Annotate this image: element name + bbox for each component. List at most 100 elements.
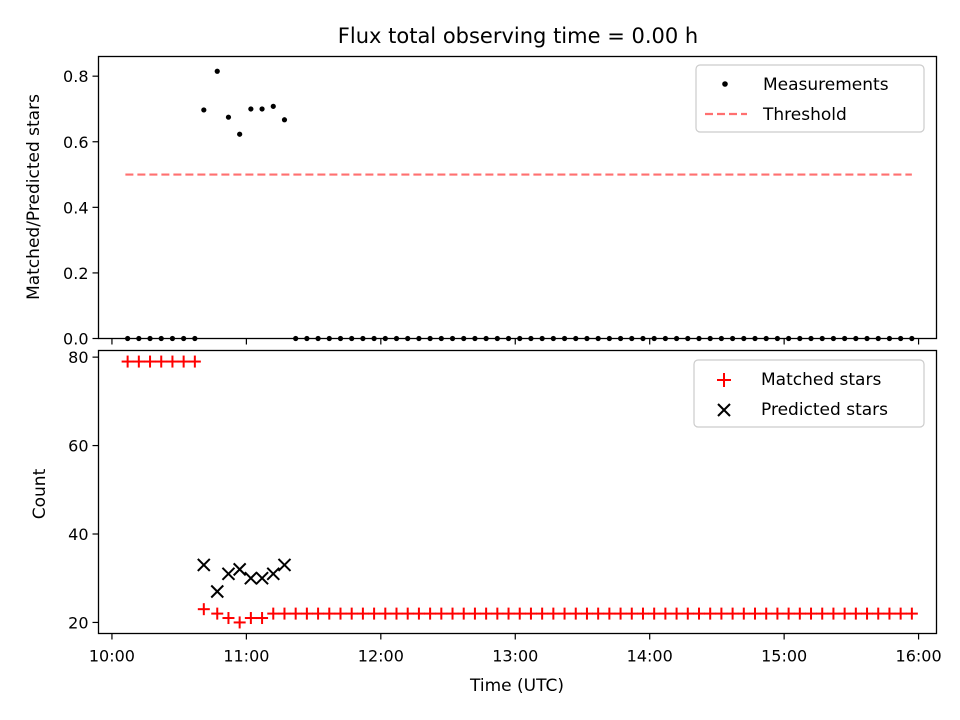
matched-star-point bbox=[636, 607, 649, 620]
top-y-tick-label: 0.2 bbox=[63, 264, 88, 283]
x-axis-label: Time (UTC) bbox=[469, 676, 564, 696]
predicted-star-point bbox=[197, 558, 211, 572]
matched-star-point bbox=[424, 607, 437, 620]
matched-star-point bbox=[323, 607, 336, 620]
top-y-tick-label: 0.0 bbox=[63, 330, 88, 349]
matched-star-point bbox=[256, 612, 269, 625]
bottom-y-tick-label: 20 bbox=[68, 613, 88, 632]
matched-star-point bbox=[838, 607, 851, 620]
matched-star-point bbox=[648, 607, 661, 620]
matched-star-point bbox=[816, 607, 829, 620]
top-legend: Measurements Threshold bbox=[695, 64, 925, 133]
top-x-axis-ticks bbox=[111, 338, 920, 345]
legend-predicted-label: Predicted stars bbox=[761, 400, 888, 420]
matched-star-point bbox=[356, 607, 369, 620]
legend-matched-label: Matched stars bbox=[761, 370, 881, 390]
legend-measurements-label: Measurements bbox=[763, 75, 889, 95]
matched-star-point bbox=[592, 607, 605, 620]
measurement-point bbox=[237, 131, 243, 137]
measurement-point bbox=[270, 103, 276, 109]
top-legend-box bbox=[695, 64, 925, 133]
matched-star-point bbox=[603, 607, 616, 620]
matched-star-point bbox=[704, 607, 717, 620]
matched-star-point bbox=[222, 612, 235, 625]
top-y-tick-label: 0.6 bbox=[63, 133, 88, 152]
matched-star-point bbox=[894, 607, 907, 620]
matched-star-point bbox=[390, 607, 403, 620]
matched-star-point bbox=[289, 607, 302, 620]
x-tick-label: 15:00 bbox=[761, 647, 807, 666]
measurement-point bbox=[259, 106, 265, 112]
matched-star-point bbox=[132, 355, 145, 368]
matched-star-point bbox=[580, 607, 593, 620]
top-panel: 0.00.20.40.60.8 Matched/Predicted stars … bbox=[24, 55, 938, 349]
bottom-panel-frame bbox=[97, 349, 938, 635]
bottom-plot-area bbox=[121, 355, 918, 629]
predicted-star-point bbox=[277, 558, 292, 572]
matched-star-point bbox=[681, 607, 694, 620]
matched-star-point bbox=[166, 355, 179, 368]
x-tick-label: 10:00 bbox=[89, 647, 135, 666]
matched-star-point bbox=[457, 607, 470, 620]
matched-star-point bbox=[614, 607, 627, 620]
matched-star-point bbox=[468, 607, 481, 620]
matched-star-point bbox=[872, 607, 885, 620]
matched-star-point bbox=[412, 607, 425, 620]
legend-predicted-marker bbox=[717, 403, 731, 417]
matched-star-point bbox=[267, 607, 280, 620]
predicted-star-point bbox=[232, 562, 247, 577]
matched-star-point bbox=[558, 607, 571, 620]
chart-title: Flux total observing time = 0.00 h bbox=[338, 24, 698, 48]
matched-star-point bbox=[177, 355, 190, 368]
matched-star-point bbox=[155, 355, 168, 368]
matched-star-point bbox=[536, 607, 549, 620]
x-tick-label: 16:00 bbox=[896, 647, 942, 666]
matched-star-point bbox=[197, 603, 210, 616]
matched-star-point bbox=[805, 607, 818, 620]
matched-star-point bbox=[345, 607, 358, 620]
matched-star-point bbox=[300, 607, 313, 620]
matched-star-point bbox=[513, 607, 526, 620]
matched-star-point bbox=[334, 607, 347, 620]
matched-star-point bbox=[368, 607, 381, 620]
top-panel-frame bbox=[97, 55, 938, 340]
matched-star-point bbox=[569, 607, 582, 620]
bottom-y-axis-label: Count bbox=[30, 468, 50, 519]
matched-star-point bbox=[737, 607, 750, 620]
bottom-legend: Matched stars Predicted stars bbox=[693, 359, 925, 428]
predicted-star-point bbox=[266, 567, 280, 581]
matched-star-point bbox=[726, 607, 739, 620]
matched-star-point bbox=[524, 607, 537, 620]
measurement-point bbox=[248, 106, 254, 112]
matched-star-point bbox=[435, 607, 448, 620]
bottom-y-tick-label: 40 bbox=[68, 525, 88, 544]
matched-star-point bbox=[211, 607, 224, 620]
measurement-point bbox=[225, 114, 232, 120]
matched-star-point bbox=[715, 607, 728, 620]
measurement-point bbox=[281, 117, 288, 123]
matched-star-point bbox=[144, 355, 157, 368]
matched-star-point bbox=[659, 607, 672, 620]
matched-star-point bbox=[782, 607, 795, 620]
matched-star-point bbox=[749, 607, 762, 620]
matched-star-point bbox=[883, 607, 896, 620]
top-y-axis: 0.0 0.2 0.4 0.6 0.8 bbox=[63, 67, 99, 349]
bottom-y-axis: 20 40 60 80 bbox=[68, 348, 99, 632]
matched-star-point bbox=[760, 607, 773, 620]
x-tick-label: 12:00 bbox=[358, 647, 404, 666]
matched-star-point bbox=[771, 607, 784, 620]
top-y-tick-label: 0.8 bbox=[63, 67, 88, 86]
x-tick-label: 13:00 bbox=[492, 647, 538, 666]
top-y-axis-label: Matched/Predicted stars bbox=[24, 94, 44, 300]
measurement-point bbox=[214, 68, 220, 74]
matched-star-point bbox=[278, 607, 291, 620]
matched-star-point bbox=[692, 607, 705, 620]
measurement-point bbox=[201, 107, 207, 113]
legend-measurements-marker bbox=[722, 81, 728, 87]
predicted-star-point bbox=[255, 571, 269, 585]
bottom-legend-box bbox=[693, 359, 925, 428]
legend-threshold-label: Threshold bbox=[762, 105, 847, 125]
legend-matched-marker bbox=[717, 373, 731, 387]
